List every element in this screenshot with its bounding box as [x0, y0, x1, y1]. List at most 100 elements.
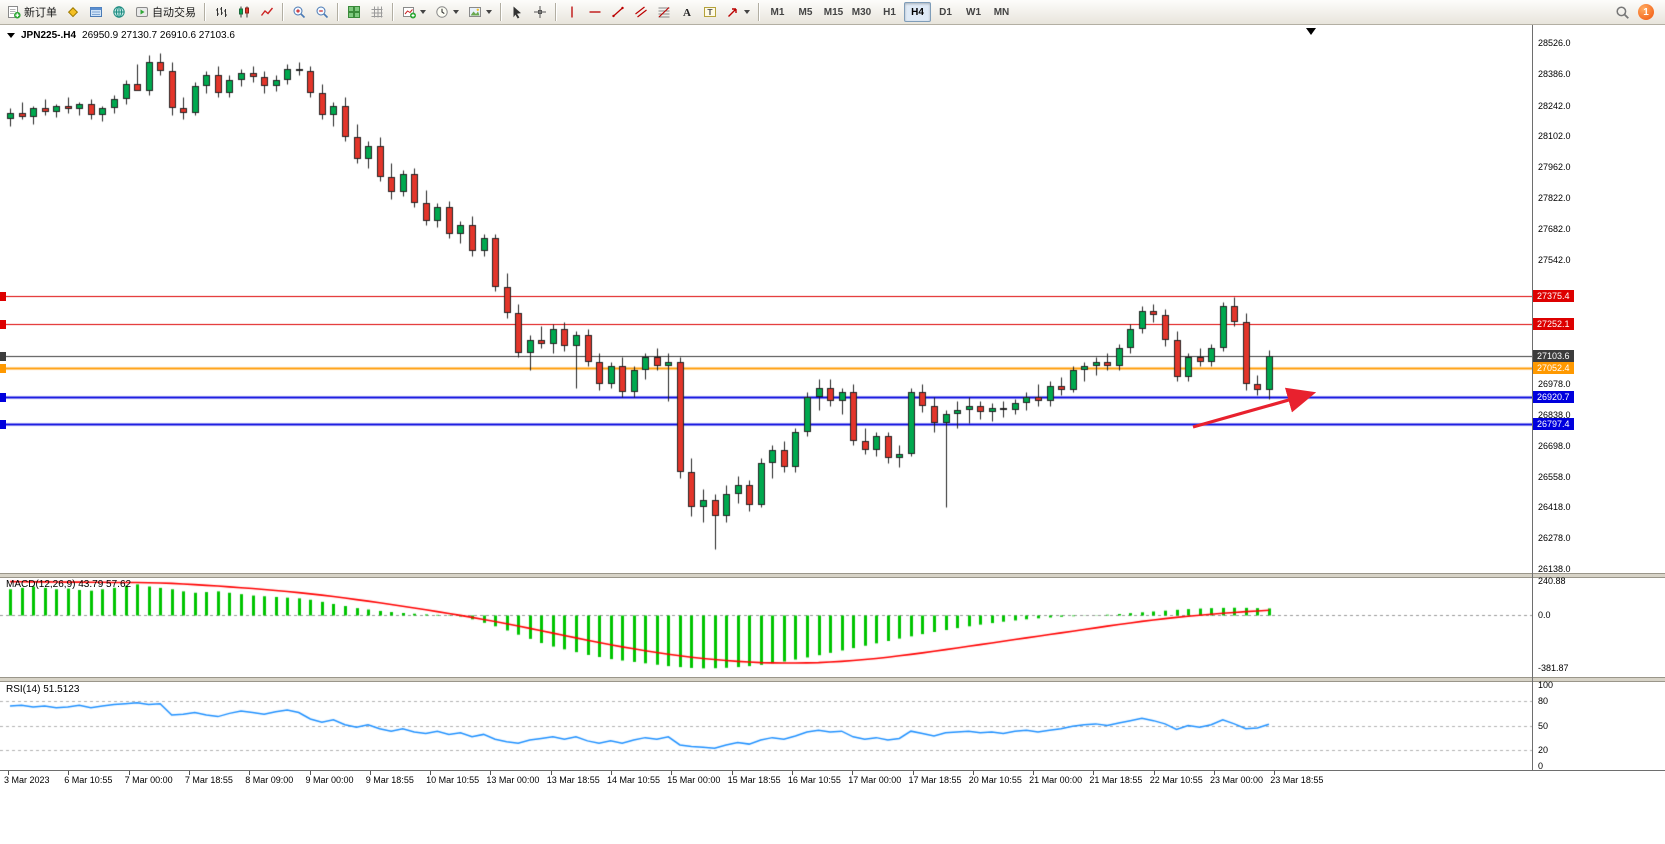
label-tool-icon: T [704, 7, 716, 17]
chart-shift-marker-icon[interactable] [1306, 28, 1316, 35]
time-axis-tick [611, 771, 612, 775]
candlestick-chart-button[interactable] [233, 2, 255, 22]
new-order-label: 新订单 [24, 7, 57, 19]
price-axis-label: 26278.0 [1538, 533, 1571, 544]
indicators-icon [403, 7, 416, 19]
channel-icon [635, 6, 647, 18]
indicators-button[interactable] [398, 2, 430, 22]
chart-area: JPN225-.H4 26950.9 27130.7 26910.6 27103… [0, 25, 1665, 844]
timeframe-button-d1[interactable]: D1 [932, 2, 959, 22]
autotrading-play-icon [136, 7, 148, 17]
rsi-axis-label: 100 [1538, 680, 1554, 691]
toolbar-separator [500, 3, 502, 21]
tile-windows-button[interactable] [343, 2, 365, 22]
horizontal-line-tool-button[interactable] [584, 2, 606, 22]
tile-windows-icon [348, 6, 360, 18]
rsi-axis-label: 20 [1538, 744, 1549, 755]
navigator-button[interactable] [108, 2, 130, 22]
chart-symbol-period: JPN225-.H4 [21, 30, 77, 41]
time-axis-label: 7 Mar 18:55 [184, 775, 233, 785]
macd-panel-canvas[interactable] [0, 576, 1532, 678]
price-line-badge: 27052.4 [1533, 361, 1574, 374]
time-axis-label: 20 Mar 10:55 [968, 775, 1022, 785]
search-icon [1616, 5, 1629, 19]
price-axis-label: 28102.0 [1538, 131, 1571, 142]
data-window-button[interactable] [85, 2, 107, 22]
time-axis-tick [369, 771, 371, 775]
price-line-left-marker [0, 292, 6, 302]
autotrading-button[interactable]: 自动交易 [131, 2, 200, 22]
price-line-left-marker [0, 392, 6, 402]
time-axis-tick [912, 771, 914, 775]
channel-tool-button[interactable] [630, 2, 652, 22]
macd-axis-label: -381.87 [1538, 663, 1569, 674]
chevron-down-icon [744, 10, 750, 14]
cursor-button[interactable] [506, 2, 528, 22]
templates-button[interactable] [464, 2, 496, 22]
line-chart-button[interactable] [256, 2, 278, 22]
toolbar-separator [282, 3, 284, 21]
zoom-out-icon [316, 6, 329, 19]
zoom-out-button[interactable] [311, 2, 333, 22]
notification-badge[interactable]: 1 [1638, 4, 1654, 20]
timeframe-button-h1[interactable]: H1 [876, 2, 903, 22]
fibonacci-tool-button[interactable] [653, 2, 675, 22]
price-line-badge: 27375.4 [1533, 290, 1574, 303]
label-tool-button[interactable]: T [699, 2, 721, 22]
crosshair-button[interactable] [529, 2, 551, 22]
navigator-icon [113, 6, 125, 18]
price-axis-label: 28526.0 [1538, 38, 1571, 49]
market-watch-button[interactable] [62, 2, 84, 22]
time-axis-separator [0, 770, 1665, 771]
chart-title: JPN225-.H4 26950.9 27130.7 26910.6 27103… [7, 30, 235, 41]
rsi-panel-canvas[interactable] [0, 681, 1532, 770]
price-axis-label: 27822.0 [1538, 193, 1571, 204]
time-axis-label: 21 Mar 18:55 [1089, 775, 1143, 785]
time-axis-tick [188, 771, 190, 775]
chart-dropdown-caret-icon[interactable] [7, 33, 15, 38]
zoom-in-icon [293, 6, 306, 19]
time-axis-tick [68, 771, 70, 775]
vertical-line-tool-button[interactable] [561, 2, 583, 22]
time-axis-tick [249, 771, 251, 775]
price-axis-label: 27542.0 [1538, 254, 1571, 265]
price-line-badge: 27252.1 [1533, 317, 1574, 330]
timeframe-button-h4[interactable]: H4 [904, 2, 931, 22]
price-line-left-marker [0, 352, 6, 362]
timeframe-button-m1[interactable]: M1 [764, 2, 791, 22]
time-axis-label: 9 Mar 18:55 [365, 775, 414, 785]
time-axis-tick [1033, 771, 1035, 775]
timeframe-button-w1[interactable]: W1 [960, 2, 987, 22]
periods-button[interactable] [431, 2, 463, 22]
toolbar-separator [555, 3, 557, 21]
bar-chart-button[interactable] [210, 2, 232, 22]
chevron-down-icon [420, 10, 426, 14]
price-axis-label: 26698.0 [1538, 440, 1571, 451]
template-icon [469, 7, 481, 17]
arrow-objects-button[interactable] [722, 2, 754, 22]
time-axis-tick [731, 771, 733, 775]
timeframe-button-m30[interactable]: M30 [848, 2, 875, 22]
chevron-down-icon [486, 10, 492, 14]
autotrading-label: 自动交易 [152, 7, 196, 19]
zoom-in-button[interactable] [288, 2, 310, 22]
price-line-badge: 26797.4 [1533, 417, 1574, 430]
candlestick-icon [239, 6, 249, 18]
grid-toggle-button[interactable] [366, 2, 388, 22]
timeframe-button-mn[interactable]: MN [988, 2, 1015, 22]
new-order-button[interactable]: 新订单 [3, 2, 61, 22]
clock-icon [436, 6, 448, 18]
price-line-badge: 26920.7 [1533, 390, 1574, 403]
search-button[interactable] [1611, 2, 1634, 22]
timeframe-button-m15[interactable]: M15 [820, 2, 847, 22]
bar-chart-icon [216, 7, 227, 17]
time-axis-label: 15 Mar 00:00 [667, 775, 721, 785]
cursor-icon [513, 6, 521, 19]
price-chart-canvas[interactable] [0, 25, 1532, 573]
text-tool-button[interactable]: A [676, 2, 698, 22]
timeframe-button-m5[interactable]: M5 [792, 2, 819, 22]
trendline-tool-button[interactable] [607, 2, 629, 22]
chart-ohlc-values: 26950.9 27130.7 26910.6 27103.6 [82, 30, 235, 41]
time-axis-tick [309, 771, 311, 775]
